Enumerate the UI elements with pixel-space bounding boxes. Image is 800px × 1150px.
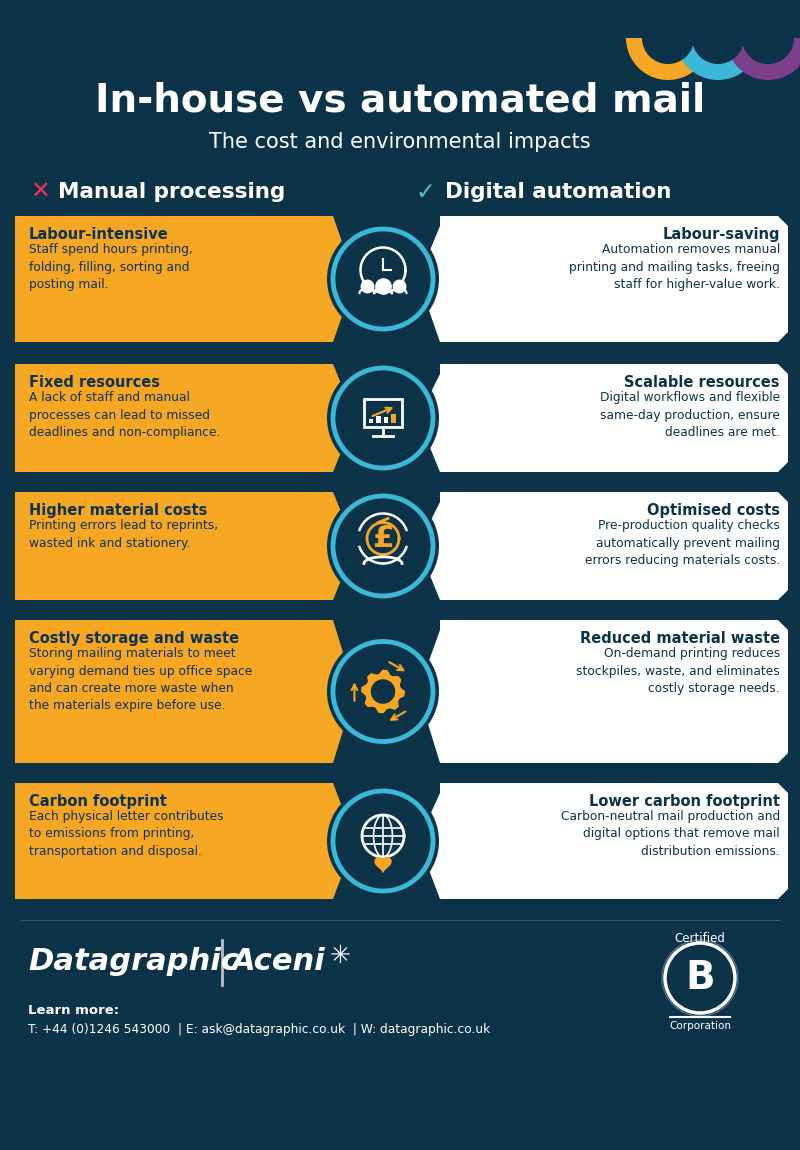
Bar — [674, 0, 762, 38]
Circle shape — [333, 642, 433, 742]
Text: Carbon footprint: Carbon footprint — [29, 793, 167, 808]
Bar — [724, 0, 800, 38]
Text: Digital automation: Digital automation — [445, 182, 671, 202]
Text: Carbon-neutral mail production and
digital options that remove mail
distribution: Carbon-neutral mail production and digit… — [561, 810, 780, 858]
Circle shape — [726, 0, 800, 81]
Polygon shape — [418, 492, 788, 600]
Polygon shape — [371, 680, 394, 703]
Text: Labour-saving: Labour-saving — [662, 227, 780, 242]
Bar — [624, 0, 712, 38]
Text: Corporation: Corporation — [669, 1021, 731, 1032]
Circle shape — [327, 785, 439, 897]
Polygon shape — [418, 620, 788, 762]
Text: Automation removes manual
printing and mailing tasks, freeing
staff for higher-v: Automation removes manual printing and m… — [569, 243, 780, 291]
Polygon shape — [362, 670, 404, 713]
Circle shape — [642, 12, 694, 64]
Text: T: +44 (0)1246 543000  | E: ask@datagraphic.co.uk  | W: datagraphic.co.uk: T: +44 (0)1246 543000 | E: ask@datagraph… — [28, 1024, 490, 1036]
Polygon shape — [418, 365, 788, 472]
Text: ✓: ✓ — [415, 181, 434, 204]
Circle shape — [333, 229, 433, 329]
Circle shape — [333, 496, 433, 596]
Text: £: £ — [372, 524, 394, 553]
Text: Learn more:: Learn more: — [28, 1004, 119, 1017]
Polygon shape — [418, 216, 788, 342]
Circle shape — [327, 223, 439, 335]
Circle shape — [333, 368, 433, 468]
Polygon shape — [15, 365, 355, 472]
Text: Staff spend hours printing,
folding, filling, sorting and
posting mail.: Staff spend hours printing, folding, fil… — [29, 243, 193, 291]
Circle shape — [327, 490, 439, 601]
Text: ✕: ✕ — [30, 181, 50, 204]
Polygon shape — [15, 783, 355, 899]
Text: B: B — [685, 959, 715, 997]
Polygon shape — [15, 492, 355, 600]
Text: Pre-production quality checks
automatically prevent mailing
errors reducing mate: Pre-production quality checks automatica… — [585, 519, 780, 567]
Text: In-house vs automated mail: In-house vs automated mail — [95, 81, 705, 118]
Text: L: L — [371, 252, 395, 288]
Text: A lack of staff and manual
processes can lead to missed
deadlines and non-compli: A lack of staff and manual processes can… — [29, 391, 220, 439]
Bar — [391, 414, 396, 423]
Text: Each physical letter contributes
to emissions from printing,
transportation and : Each physical letter contributes to emis… — [29, 810, 224, 858]
Circle shape — [626, 0, 710, 81]
Polygon shape — [15, 216, 355, 342]
Text: Scalable resources: Scalable resources — [625, 375, 780, 390]
Circle shape — [692, 12, 744, 64]
Text: Datagraphic: Datagraphic — [28, 948, 239, 976]
Text: Storing mailing materials to meet
varying demand ties up office space
and can cr: Storing mailing materials to meet varyin… — [29, 647, 252, 713]
Polygon shape — [375, 858, 391, 872]
Circle shape — [327, 362, 439, 474]
Text: Manual processing: Manual processing — [58, 182, 286, 202]
Circle shape — [327, 636, 439, 748]
Text: ✳: ✳ — [330, 944, 351, 968]
Text: On-demand printing reduces
stockpiles, waste, and eliminates
costly storage need: On-demand printing reduces stockpiles, w… — [576, 647, 780, 695]
Circle shape — [676, 0, 760, 81]
Polygon shape — [15, 620, 355, 762]
Text: The cost and environmental impacts: The cost and environmental impacts — [209, 132, 591, 152]
Text: Reduced material waste: Reduced material waste — [580, 631, 780, 646]
Text: Labour-intensive: Labour-intensive — [29, 227, 169, 242]
Text: Printing errors lead to reprints,
wasted ink and stationery.: Printing errors lead to reprints, wasted… — [29, 519, 218, 550]
Text: Higher material costs: Higher material costs — [29, 503, 207, 518]
Circle shape — [333, 791, 433, 891]
Text: Fixed resources: Fixed resources — [29, 375, 160, 390]
Bar — [369, 419, 374, 423]
Text: Costly storage and waste: Costly storage and waste — [29, 631, 239, 646]
Text: Aceni: Aceni — [232, 948, 326, 976]
Polygon shape — [418, 783, 788, 899]
Text: Digital workflows and flexible
same-day production, ensure
deadlines are met.: Digital workflows and flexible same-day … — [600, 391, 780, 439]
Text: Lower carbon footprint: Lower carbon footprint — [589, 793, 780, 808]
Text: Certified: Certified — [674, 932, 726, 944]
Text: Optimised costs: Optimised costs — [647, 503, 780, 518]
Bar — [364, 399, 402, 427]
Bar — [384, 417, 388, 423]
Circle shape — [742, 12, 794, 64]
Bar — [376, 416, 381, 423]
